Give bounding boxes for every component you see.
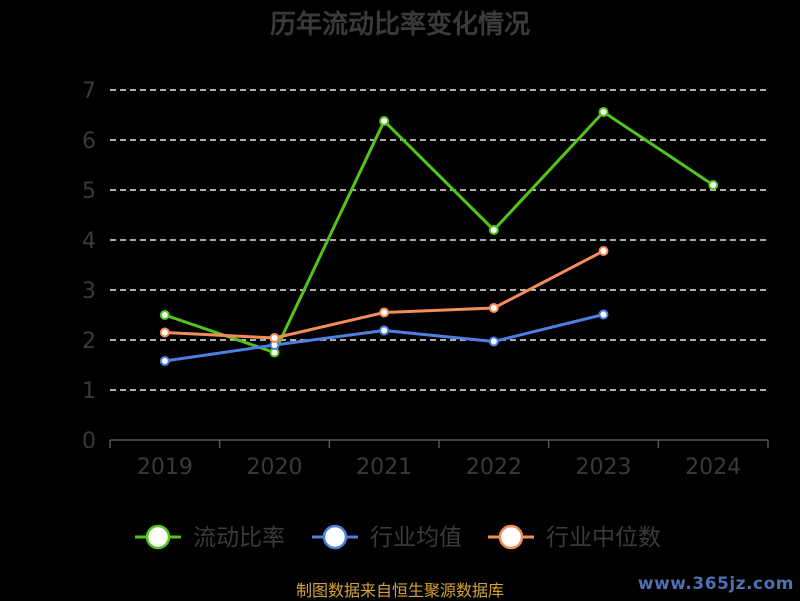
- legend-item[interactable]: 行业中位数: [488, 524, 661, 551]
- legend[interactable]: 流动比率 行业均值 行业中位数: [135, 524, 661, 551]
- y-tick-label: 2: [82, 329, 96, 354]
- data-point[interactable]: [379, 325, 390, 336]
- y-tick-label: 1: [82, 379, 96, 404]
- data-point[interactable]: [488, 303, 499, 313]
- x-tick-label: 2020: [247, 455, 303, 480]
- legend-item[interactable]: 行业均值: [312, 524, 462, 551]
- series-line: [164, 249, 605, 340]
- y-tick-label: 3: [82, 279, 96, 304]
- data-point[interactable]: [379, 307, 390, 318]
- legend-label: 行业中位数: [546, 525, 661, 551]
- x-tick-label: 2023: [576, 455, 632, 480]
- x-tick-label: 2021: [356, 455, 412, 480]
- y-tick-label: 0: [82, 429, 96, 454]
- legend-item[interactable]: 流动比率: [135, 524, 285, 551]
- series-line: [164, 110, 714, 354]
- data-point[interactable]: [598, 309, 609, 320]
- y-tick-label: 7: [82, 79, 96, 104]
- legend-label: 行业均值: [370, 525, 462, 551]
- data-point[interactable]: [159, 327, 170, 338]
- legend-label: 流动比率: [193, 525, 285, 551]
- legend-marker: [322, 524, 348, 550]
- watermark: www.365jz.com: [637, 574, 794, 594]
- y-tick-label: 4: [82, 229, 96, 254]
- y-axis-ticks: 0 1 2 3 4 5 6 7: [82, 79, 96, 454]
- data-point[interactable]: [269, 333, 280, 343]
- x-tick-label: 2022: [466, 455, 522, 480]
- x-axis-ticks: 2019 2020 2021 2022 2023 2024: [137, 455, 741, 480]
- x-tick-label: 2024: [685, 455, 741, 480]
- data-point[interactable]: [598, 107, 609, 117]
- legend-marker: [498, 524, 524, 550]
- data-point[interactable]: [708, 180, 719, 190]
- data-point[interactable]: [488, 336, 499, 347]
- data-point[interactable]: [379, 116, 390, 126]
- grid-lines: [110, 89, 768, 391]
- data-point[interactable]: [598, 246, 609, 256]
- y-tick-label: 5: [82, 179, 96, 204]
- y-tick-label: 6: [82, 129, 96, 154]
- data-point[interactable]: [159, 310, 170, 320]
- source-note: 制图数据来自恒生聚源数据库: [295, 581, 504, 600]
- data-point[interactable]: [159, 356, 170, 366]
- series-group: [159, 107, 719, 366]
- legend-marker: [145, 524, 171, 550]
- data-point[interactable]: [488, 225, 499, 235]
- chart-title: 历年流动比率变化情况: [269, 10, 530, 40]
- x-tick-label: 2019: [137, 455, 193, 480]
- axes: [109, 439, 769, 448]
